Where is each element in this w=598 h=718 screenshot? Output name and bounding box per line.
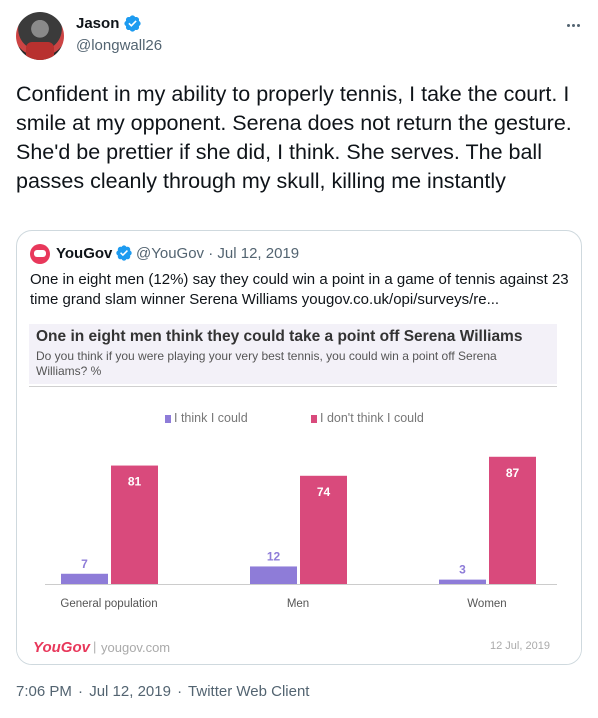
bar	[439, 579, 486, 584]
bar	[111, 465, 158, 584]
category-label: Men	[287, 598, 309, 610]
legend-label: I think I could	[174, 411, 248, 425]
timestamp-time[interactable]: 7:06 PM	[16, 683, 72, 700]
timestamp-separator: ·	[177, 683, 183, 700]
legend-label: I don't think I could	[320, 411, 424, 425]
bar	[300, 475, 347, 584]
bar-value-label: 81	[128, 475, 142, 489]
category-label: Women	[467, 598, 506, 610]
tweet-text: Confident in my ability to properly tenn…	[16, 82, 572, 193]
chart-subtitle: Do you think if you were playing your ve…	[36, 349, 497, 378]
bar-value-label: 3	[459, 563, 466, 577]
yougov-avatar[interactable]	[30, 244, 50, 264]
avatar[interactable]	[16, 12, 64, 60]
bar-chart: I think I could I don't think I could 7 81 G…	[45, 411, 557, 610]
bar	[489, 456, 536, 584]
quoted-meta[interactable]: @YouGov · Jul 12, 2019	[136, 245, 300, 262]
bar	[61, 573, 108, 584]
footer-date: 12 Jul, 2019	[490, 640, 550, 652]
author-name[interactable]: Jason	[76, 15, 120, 32]
bar-value-label: 12	[267, 549, 281, 563]
bar-value-label: 87	[506, 466, 520, 480]
footer-separator: |	[93, 639, 97, 654]
author-handle[interactable]: @longwall26	[76, 37, 163, 54]
quoted-author-name[interactable]: YouGov	[56, 245, 113, 262]
quoted-tweet[interactable]: YouGov @YouGov · Jul 12, 2019 One in eig…	[16, 230, 582, 665]
bar	[250, 566, 297, 584]
quoted-text: One in eight men (12%) say they could wi…	[30, 271, 569, 308]
chart-divider	[29, 386, 557, 387]
legend-swatch	[165, 415, 171, 423]
chart-title: One in eight men think they could take a…	[36, 328, 523, 345]
bar-value-label: 74	[317, 485, 331, 499]
timestamp-client[interactable]: Twitter Web Client	[188, 683, 310, 700]
chart-header: One in eight men think they could take a…	[29, 324, 557, 384]
verified-badge-icon	[116, 245, 132, 261]
tweet-timestamp[interactable]: 7:06 PM · Jul 12, 2019 · Twitter Web Cli…	[16, 683, 309, 700]
yougov-logo: YouGov	[33, 639, 90, 656]
bar-value-label: 7	[81, 557, 88, 571]
timestamp-date[interactable]: Jul 12, 2019	[89, 683, 171, 700]
legend-swatch	[311, 415, 317, 423]
footer-site: yougov.com	[101, 640, 171, 655]
more-dots-icon[interactable]	[562, 14, 584, 36]
verified-badge-icon	[124, 15, 141, 32]
category-label: General population	[60, 598, 157, 610]
chart-image[interactable]: One in eight men think they could take a…	[17, 317, 581, 664]
timestamp-separator: ·	[78, 683, 84, 700]
